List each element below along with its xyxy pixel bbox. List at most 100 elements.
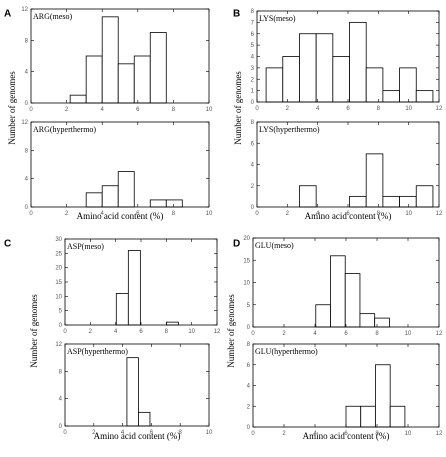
x-tick-label: 8 <box>377 211 381 217</box>
y-tick-label: 4 <box>247 384 251 390</box>
x-tick-label: 0 <box>63 329 67 335</box>
subplot-title: ARG(meso) <box>33 12 72 21</box>
histogram-bar <box>165 321 179 326</box>
panel-label: A <box>4 8 11 19</box>
histogram-bar <box>117 63 135 104</box>
subplot-hyperthermo: 0 2 4 6 8 10 12 0 2 4 6 8 LYS(hyperthermo) <box>251 120 443 217</box>
histogram-bar <box>299 33 317 103</box>
histogram-bar <box>138 411 151 427</box>
x-tick-label: 6 <box>344 331 348 337</box>
y-tick-label: 0 <box>59 323 63 329</box>
x-tick-label: 8 <box>375 331 379 337</box>
y-tick-label: 8 <box>59 369 63 375</box>
histogram-bar <box>127 250 141 326</box>
x-tick-label: 8 <box>179 430 183 436</box>
histogram-bar <box>344 273 361 328</box>
x-tick-label: 10 <box>405 211 412 217</box>
x-tick-label: 6 <box>150 430 154 436</box>
subplot-title: LYS(meso) <box>259 14 296 23</box>
x-tick-label: 6 <box>136 211 140 217</box>
y-tick-label: 20 <box>243 236 250 242</box>
y-tick-label: 12 <box>21 120 28 126</box>
x-tick-label: 2 <box>282 331 286 337</box>
histogram-bar <box>315 33 334 103</box>
x-tick-label: 2 <box>282 431 286 437</box>
histogram-bar <box>399 195 417 208</box>
x-tick-label: 4 <box>316 211 320 217</box>
y-tick-label: 8 <box>251 9 255 15</box>
subplot-meso: 0 2 4 6 8 10 12 0 5 10 15 20 25 30 ASP(meso) <box>55 237 221 335</box>
subplot-meso: 0 2 4 6 8 10 12 0 5 10 15 20 GLU(meso) <box>243 236 443 337</box>
histogram-bar <box>382 195 400 208</box>
x-tick-label: 4 <box>313 431 317 437</box>
x-tick-label: 2 <box>286 211 290 217</box>
y-tick-label: 0 <box>25 205 29 211</box>
histogram-bar <box>365 67 384 103</box>
y-tick-label: 4 <box>59 397 63 403</box>
histogram-bar <box>399 67 417 103</box>
histogram-bar <box>117 171 135 208</box>
panel-label: D <box>233 238 240 249</box>
y-axis-label: Number of genomes <box>226 294 236 368</box>
y-tick-label: 2 <box>251 77 255 83</box>
histogram-bar <box>149 199 167 208</box>
x-tick-label: 12 <box>436 431 443 437</box>
x-tick-label: 12 <box>214 329 221 335</box>
x-tick-label: 2 <box>286 106 290 112</box>
plot-frame <box>30 8 210 104</box>
y-tick-label: 20 <box>55 266 62 272</box>
y-tick-label: 6 <box>247 363 251 369</box>
y-tick-label: 5 <box>59 309 63 315</box>
y-tick-label: 4 <box>25 70 29 76</box>
plot-frame <box>64 343 210 427</box>
x-tick-label: 10 <box>206 211 213 217</box>
y-tick-label: 6 <box>251 141 255 147</box>
histogram-bar <box>389 405 406 428</box>
x-tick-label: 4 <box>313 331 317 337</box>
x-tick-label: 12 <box>436 106 443 112</box>
histogram-bar <box>415 90 434 103</box>
histogram-bar <box>149 32 167 104</box>
histogram-bar <box>415 185 434 208</box>
y-tick-label: 0 <box>247 425 251 431</box>
y-tick-label: 2 <box>251 184 255 190</box>
histogram-bar <box>349 195 367 208</box>
histogram-bar <box>315 304 331 328</box>
y-tick-label: 8 <box>247 342 251 348</box>
x-tick-label: 8 <box>165 329 169 335</box>
x-tick-label: 4 <box>114 329 118 335</box>
y-tick-label: 12 <box>55 342 62 348</box>
x-tick-label: 8 <box>172 107 176 113</box>
x-tick-label: 6 <box>344 431 348 437</box>
x-tick-label: 0 <box>251 431 255 437</box>
histogram-bar <box>85 192 103 208</box>
x-tick-label: 10 <box>188 329 195 335</box>
x-tick-label: 12 <box>436 211 443 217</box>
subplot-hyperthermo: 0 2 4 6 8 10 0 4 8 12 ASP(hyperthermo) <box>55 342 213 436</box>
y-tick-label: 12 <box>21 7 28 13</box>
y-tick-label: 6 <box>251 32 255 38</box>
subplot-title: LYS(hyperthermo) <box>259 125 320 134</box>
plot-frame <box>64 238 218 326</box>
y-tick-label: 8 <box>25 148 29 154</box>
y-tick-label: 4 <box>25 177 29 183</box>
y-tick-label: 10 <box>243 281 250 287</box>
histogram-bar <box>330 255 346 328</box>
x-tick-label: 0 <box>251 331 255 337</box>
y-tick-label: 7 <box>251 20 255 26</box>
histogram-bar <box>133 55 151 104</box>
histogram-bar <box>282 56 300 103</box>
subplot-hyperthermo: 0 2 4 6 8 10 0 4 8 12 ARG(hyperthermo) <box>21 120 213 217</box>
x-tick-label: 8 <box>172 211 176 217</box>
x-tick-label: 10 <box>405 106 412 112</box>
y-tick-label: 0 <box>251 100 255 106</box>
x-tick-label: 0 <box>29 211 33 217</box>
histogram-bar <box>115 293 129 326</box>
histogram-bar <box>375 364 391 428</box>
y-tick-label: 15 <box>243 258 250 264</box>
histogram-bar <box>85 55 103 104</box>
histogram-bar <box>359 313 376 328</box>
x-tick-label: 10 <box>405 331 412 337</box>
panel-label: B <box>233 8 240 19</box>
